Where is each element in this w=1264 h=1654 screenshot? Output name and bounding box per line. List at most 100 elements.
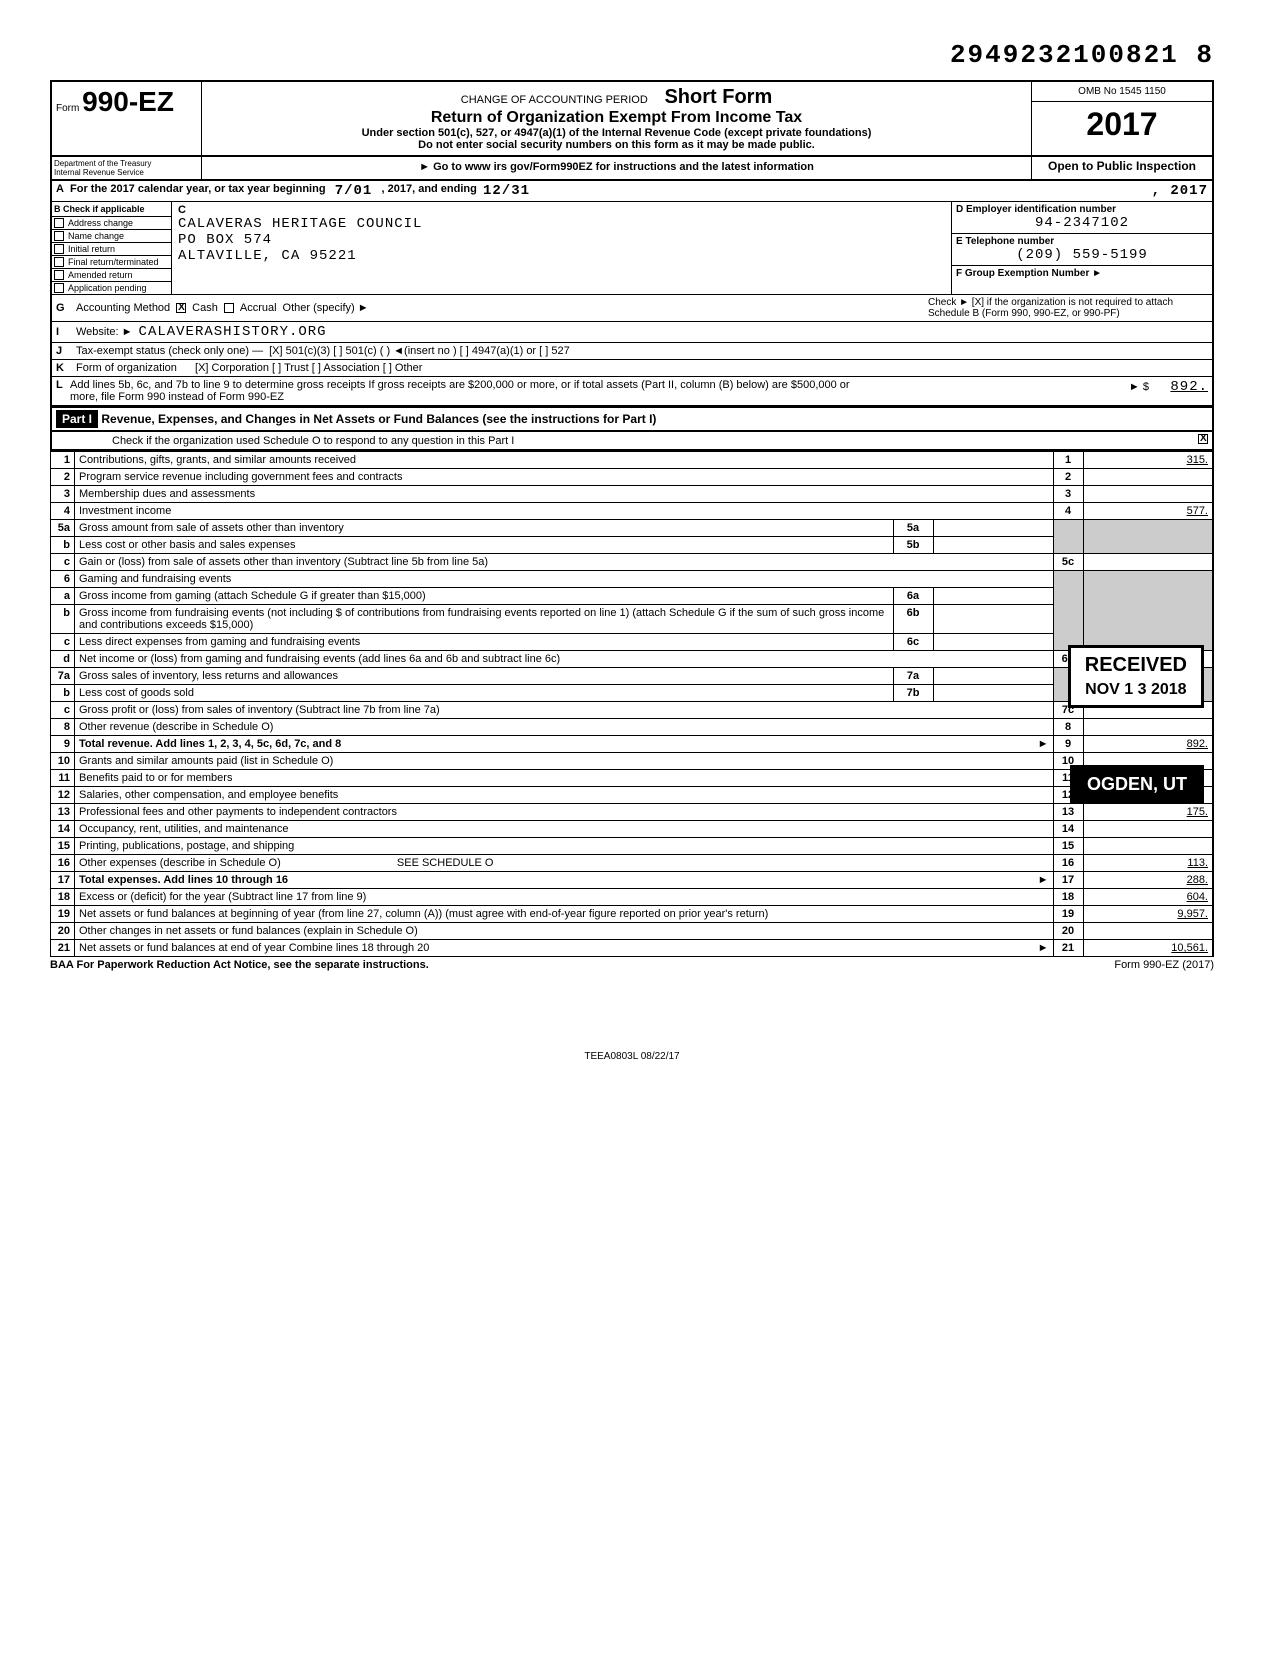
check-amended-return[interactable] (54, 270, 64, 280)
org-addr1: PO BOX 574 (178, 232, 945, 248)
ein-label: D Employer identification number (956, 204, 1208, 215)
footer: BAA For Paperwork Reduction Act Notice, … (50, 957, 1214, 971)
line-k-opts: [X] Corporation [ ] Trust [ ] Associatio… (195, 362, 422, 374)
ln14-desc: Occupancy, rent, utilities, and maintena… (75, 821, 1054, 838)
ln14-num: 14 (51, 821, 75, 838)
part1-check-row: Check if the organization used Schedule … (50, 432, 1214, 451)
col-def: D Employer identification number94-23471… (952, 202, 1212, 294)
check-cash[interactable] (176, 303, 186, 313)
dln-number: 2949232100821 8 (50, 40, 1214, 70)
ln10-num: 10 (51, 753, 75, 770)
ln5b-sub: 5b (893, 537, 933, 554)
letter-k: K (56, 362, 70, 374)
line-g: G Accounting Method Cash Accrual Other (… (50, 295, 1214, 322)
ln13-amt: 175. (1083, 804, 1213, 821)
info-grid: B Check if applicable Address change Nam… (50, 202, 1214, 295)
ln1-amt: 315. (1083, 452, 1213, 469)
ln6a-sub: 6a (893, 588, 933, 605)
ln13-desc: Professional fees and other payments to … (75, 804, 1054, 821)
footer-form: Form 990-EZ (2017) (1114, 959, 1214, 971)
ln6-desc: Gaming and fundraising events (75, 571, 1054, 588)
ln3-amt (1083, 486, 1213, 503)
ln11-desc: Benefits paid to or for members (75, 770, 1054, 787)
ln3-num: 3 (51, 486, 75, 503)
lbl-amended-return: Amended return (68, 270, 133, 280)
ln10-desc: Grants and similar amounts paid (list in… (75, 753, 1054, 770)
ln6b-sub: 6b (893, 605, 933, 634)
ln6-num: 6 (51, 571, 75, 588)
ln17-amt: 288. (1083, 872, 1213, 889)
lbl-address-change: Address change (68, 218, 133, 228)
ln2-num: 2 (51, 469, 75, 486)
row-a-suffix: , 2017 (1152, 183, 1208, 199)
part1-table: 1Contributions, gifts, grants, and simil… (50, 451, 1214, 957)
ln5c-desc: Gain or (loss) from sale of assets other… (75, 554, 1054, 571)
row-a-tax-year: A For the 2017 calendar year, or tax yea… (50, 181, 1214, 202)
ln6d-num: d (51, 651, 75, 668)
stamp-ogden: OGDEN, UT (1070, 765, 1204, 804)
ln9-amt: 892. (1083, 736, 1213, 753)
footer-teea: TEEA0803L 08/22/17 (50, 1051, 1214, 1062)
check-address-change[interactable] (54, 218, 64, 228)
col-c-letter: C (178, 204, 945, 216)
ln21-num: 21 (51, 940, 75, 957)
ln21-desc: Net assets or fund balances at end of ye… (79, 942, 429, 954)
line-k: K Form of organization [X] Corporation [… (50, 360, 1214, 377)
check-initial-return[interactable] (54, 244, 64, 254)
footer-baa: BAA For Paperwork Reduction Act Notice, … (50, 959, 429, 971)
letter-j: J (56, 345, 70, 357)
org-name: CALAVERAS HERITAGE COUNCIL (178, 216, 945, 232)
ln7a-num: 7a (51, 668, 75, 685)
ln7b-num: b (51, 685, 75, 702)
goto-link: ► Go to www irs gov/Form990EZ for instru… (202, 157, 1032, 179)
ln15-desc: Printing, publications, postage, and shi… (75, 838, 1054, 855)
ln7a-sub: 7a (893, 668, 933, 685)
ln16-desc: Other expenses (describe in Schedule O) … (75, 855, 1054, 872)
ln18-desc: Excess or (deficit) for the year (Subtra… (75, 889, 1054, 906)
ln6d-desc: Net income or (loss) from gaming and fun… (75, 651, 1054, 668)
group-exemption-label: F Group Exemption Number ► (956, 268, 1208, 279)
col-b-header: Check if applicable (63, 204, 145, 214)
ln18-num: 18 (51, 889, 75, 906)
ln8-desc: Other revenue (describe in Schedule O) (75, 719, 1054, 736)
ln4-num: 4 (51, 503, 75, 520)
check-name-change[interactable] (54, 231, 64, 241)
line-l: L Add lines 5b, 6c, and 7b to line 9 to … (50, 377, 1214, 407)
lbl-initial-return: Initial return (68, 244, 115, 254)
line-l-amt: 892. (1170, 379, 1208, 395)
line-j-opts: [X] 501(c)(3) [ ] 501(c) ( ) ◄(insert no… (269, 345, 570, 357)
ln12-num: 12 (51, 787, 75, 804)
stamp-received: RECEIVED NOV 1 3 2018 (1068, 645, 1204, 708)
check-schedule-o[interactable] (1198, 434, 1208, 444)
check-final-return[interactable] (54, 257, 64, 267)
check-accrual[interactable] (224, 303, 234, 313)
open-inspection: Open to Public Inspection (1032, 157, 1212, 179)
line-j: J Tax-exempt status (check only one) — [… (50, 343, 1214, 360)
ln4-amt: 577. (1083, 503, 1213, 520)
part1-title: Revenue, Expenses, and Changes in Net As… (101, 412, 656, 426)
part1-label: Part I (56, 410, 98, 428)
stamp-date: NOV 1 3 2018 (1085, 681, 1187, 699)
form-number: 990-EZ (82, 86, 174, 117)
letter-i: I (56, 326, 70, 338)
tax-year: 2017 (1032, 102, 1212, 147)
line-i: I Website: ► CALAVERASHISTORY.ORG (50, 322, 1214, 343)
ln9-desc: Total revenue. Add lines 1, 2, 3, 4, 5c,… (79, 738, 341, 750)
check-application-pending[interactable] (54, 283, 64, 293)
line-l-arrow: ► $ (1129, 381, 1149, 393)
ln3-desc: Membership dues and assessments (75, 486, 1054, 503)
phone-value: (209) 559-5199 (956, 247, 1208, 263)
ln5a-sub: 5a (893, 520, 933, 537)
end-date: 12/31 (483, 183, 530, 199)
ln20-num: 20 (51, 923, 75, 940)
part1-header: Part I Revenue, Expenses, and Changes in… (50, 407, 1214, 432)
ln9-num: 9 (51, 736, 75, 753)
lbl-cash: Cash (192, 302, 218, 314)
lbl-accrual: Accrual (240, 302, 277, 314)
lbl-final-return: Final return/terminated (68, 257, 159, 267)
letter-g: G (56, 302, 70, 314)
ln18-amt: 604. (1083, 889, 1213, 906)
col-c-name-address: C CALAVERAS HERITAGE COUNCIL PO BOX 574 … (172, 202, 952, 294)
ln7a-desc: Gross sales of inventory, less returns a… (75, 668, 894, 685)
ln6a-desc: Gross income from gaming (attach Schedul… (75, 588, 894, 605)
